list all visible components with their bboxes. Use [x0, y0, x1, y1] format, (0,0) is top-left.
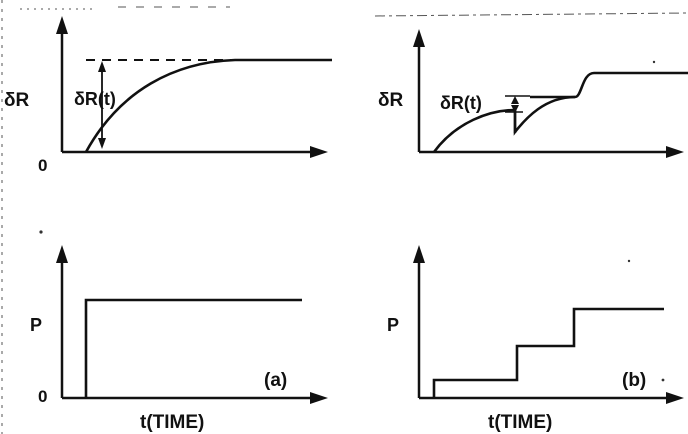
panel-b-top-y-arrow — [413, 29, 425, 47]
panel-a-top-y-arrow — [56, 16, 68, 34]
panel-a-top: δR 0 δR(t) — [4, 16, 332, 175]
panel-b-staircase-input — [432, 307, 664, 398]
panel-a-bottom-x-arrow — [310, 392, 328, 404]
panel-b-bottom-y-arrow — [413, 245, 425, 263]
panel-a-delta-arrowhead-up — [98, 61, 106, 72]
panel-a-top-y-label: δR — [4, 90, 30, 111]
panel-b-top: δR δR(t) — [378, 29, 688, 158]
panel-a-tag: (a) — [264, 370, 287, 391]
panel-a-bottom-y-label: P — [30, 315, 42, 335]
panel-b-response-curve — [432, 71, 688, 153]
panel-a-bottom: P 0 t(TIME) (a) — [30, 245, 328, 433]
panel-b-tag: (b) — [622, 370, 646, 391]
panel-a-step-input — [84, 298, 302, 398]
panel-b-bottom-x-arrow — [666, 392, 684, 404]
panel-a-bottom-y-arrow — [56, 245, 68, 263]
panel-b-top-x-arrow — [666, 146, 684, 158]
panel-b-x-label: t(TIME) — [488, 412, 552, 433]
panel-b-bottom: P t(TIME) (b) — [387, 245, 684, 433]
scan-specks — [39, 60, 665, 382]
panel-b-bottom-y-label: P — [387, 315, 399, 335]
panel-b-delta-label: δR(t) — [440, 93, 482, 113]
panel-a-response-curve — [84, 58, 332, 153]
panel-b-delta-arrowhead-down — [511, 96, 519, 104]
panel-a-top-origin-label: 0 — [38, 156, 47, 175]
panel-b-top-y-label: δR — [378, 90, 404, 111]
panel-a-bottom-origin-label: 0 — [38, 387, 47, 406]
panel-a-delta-arrowhead-down — [98, 138, 106, 149]
panel-a-delta-label: δR(t) — [74, 89, 116, 109]
panel-b-delta-arrowhead-up — [511, 105, 519, 113]
panel-a-top-x-arrow — [310, 146, 328, 158]
panel-a-x-label: t(TIME) — [140, 412, 204, 433]
